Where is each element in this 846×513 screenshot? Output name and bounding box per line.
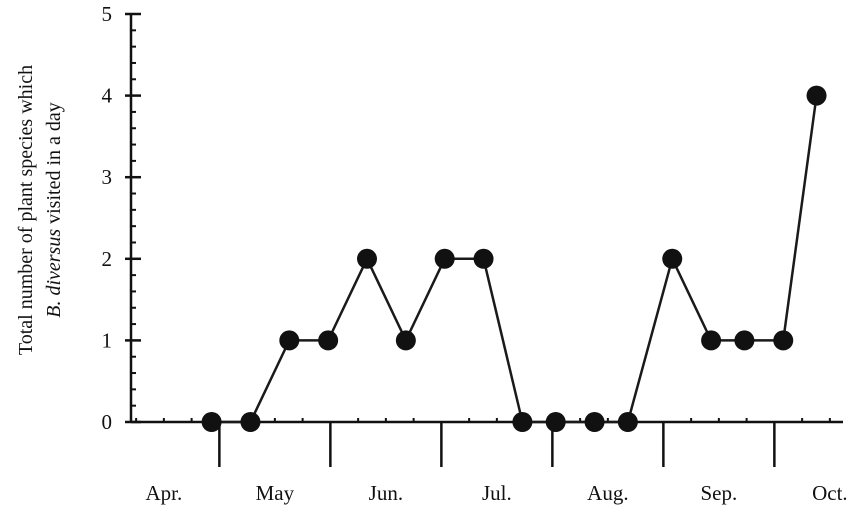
data-point — [806, 85, 827, 106]
series-line — [211, 95, 818, 424]
month-label: Apr. — [145, 481, 182, 505]
data-point — [434, 248, 455, 269]
month-dividers — [218, 422, 776, 467]
data-point — [545, 412, 566, 432]
data-point — [662, 248, 683, 269]
data-point — [473, 248, 494, 269]
data-point — [773, 330, 794, 351]
series-group — [201, 85, 827, 432]
data-point — [701, 330, 722, 351]
data-point — [240, 412, 261, 432]
data-point — [512, 412, 533, 432]
month-label: Oct. — [812, 481, 846, 505]
y-ticks: 0 1 2 3 4 5 — [102, 2, 141, 434]
data-point — [617, 412, 638, 432]
y-tick-label: 3 — [102, 165, 113, 189]
data-point — [201, 412, 222, 432]
y-axis-title: Total number of plant species which — [15, 65, 37, 355]
month-label: Jun. — [369, 481, 403, 505]
y-axis-title-line1: Total number of plant species which — [15, 65, 37, 355]
data-point — [318, 330, 339, 351]
month-labels: Apr. May Jun. Jul. Aug. Sep. Oct. — [145, 481, 846, 505]
y-tick-label: 2 — [102, 247, 113, 271]
data-point — [395, 330, 416, 351]
data-point — [357, 248, 377, 269]
y-axis-title-rest: visited in a day — [43, 102, 65, 229]
y-tick-label: 1 — [102, 328, 113, 352]
month-label: Aug. — [587, 481, 628, 505]
month-label: Jul. — [482, 481, 512, 505]
data-point — [279, 330, 300, 351]
y-tick-label: 4 — [102, 84, 113, 108]
y-tick-label: 5 — [102, 2, 113, 26]
y-axis-title-2: B. diversus visited in a day — [43, 102, 65, 318]
data-point — [584, 412, 605, 432]
month-label: May — [256, 481, 295, 505]
y-axis-title-italic: B. diversus — [43, 229, 65, 318]
data-point — [734, 330, 755, 351]
y-tick-label: 0 — [102, 410, 113, 434]
month-label: Sep. — [700, 481, 737, 505]
